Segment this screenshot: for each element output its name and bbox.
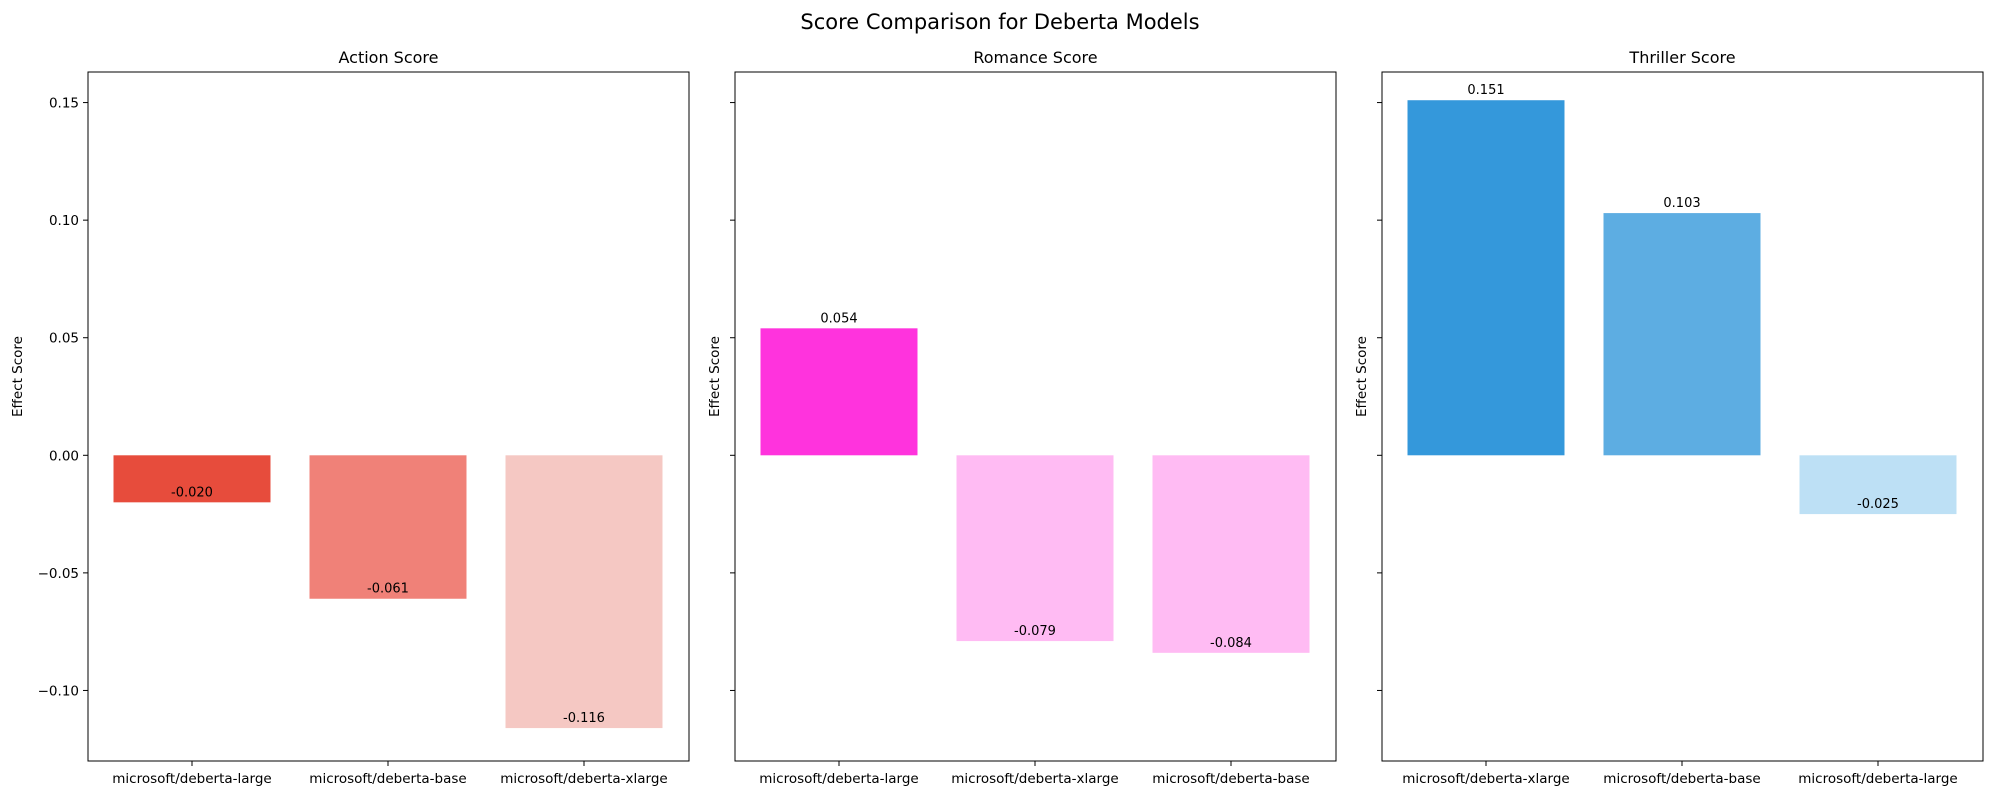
- y-tick-label: 0.15: [49, 96, 79, 112]
- data-label: -0.061: [367, 582, 409, 597]
- x-tick-label: microsoft/deberta-large: [112, 771, 271, 787]
- data-label: -0.116: [563, 711, 605, 726]
- bar: [760, 328, 918, 456]
- x-tick-label: microsoft/deberta-large: [759, 771, 918, 787]
- y-tick-label: −0.05: [38, 566, 79, 582]
- y-axis-label: Effect Score: [707, 336, 723, 417]
- figure-title: Score Comparison for Deberta Models: [800, 10, 1200, 34]
- y-tick-label: 0.00: [49, 448, 79, 464]
- x-tick-label: microsoft/deberta-base: [1603, 771, 1760, 787]
- x-tick-label: microsoft/deberta-large: [1798, 771, 1957, 787]
- subplot-title: Thriller Score: [1628, 48, 1735, 67]
- subplot-title: Action Score: [338, 48, 438, 67]
- axes-frame: [87, 71, 690, 762]
- x-tick-label: microsoft/deberta-base: [1152, 771, 1309, 787]
- bar: [309, 455, 467, 599]
- data-label: -0.025: [1857, 497, 1899, 512]
- y-tick-label: 0.10: [49, 213, 79, 229]
- bar: [1603, 213, 1761, 456]
- axes-frame: [1381, 71, 1984, 762]
- x-tick-label: microsoft/deberta-base: [309, 771, 466, 787]
- subplot-1: -0.020 microsoft/deberta-large -0.061 micro…: [10, 48, 690, 787]
- bar: [1407, 100, 1565, 456]
- subplot-2: 0.054 microsoft/deberta-large -0.079 micros…: [707, 48, 1337, 787]
- subplot-3: 0.151 microsoft/deberta-xlarge 0.103 micros…: [1354, 48, 1984, 787]
- data-label: 0.103: [1663, 196, 1700, 211]
- y-tick-label: 0.05: [49, 331, 79, 347]
- y-axis-label: Effect Score: [10, 336, 26, 417]
- x-tick-label: microsoft/deberta-xlarge: [500, 771, 667, 787]
- axes-frame: [734, 71, 1337, 762]
- bar: [1799, 455, 1957, 515]
- bar: [505, 455, 663, 729]
- y-axis-label: Effect Score: [1354, 336, 1370, 417]
- x-tick-label: microsoft/deberta-xlarge: [1402, 771, 1569, 787]
- data-label: -0.079: [1014, 624, 1056, 639]
- bar: [956, 455, 1114, 642]
- x-tick-label: microsoft/deberta-xlarge: [951, 771, 1118, 787]
- data-label: -0.084: [1210, 636, 1252, 651]
- data-label: 0.151: [1467, 83, 1504, 98]
- data-label: -0.020: [171, 485, 213, 500]
- data-label: 0.054: [820, 311, 857, 326]
- bar: [113, 455, 271, 503]
- bar: [1152, 455, 1310, 653]
- subplot-title: Romance Score: [973, 48, 1097, 67]
- y-tick-label: −0.10: [38, 683, 79, 699]
